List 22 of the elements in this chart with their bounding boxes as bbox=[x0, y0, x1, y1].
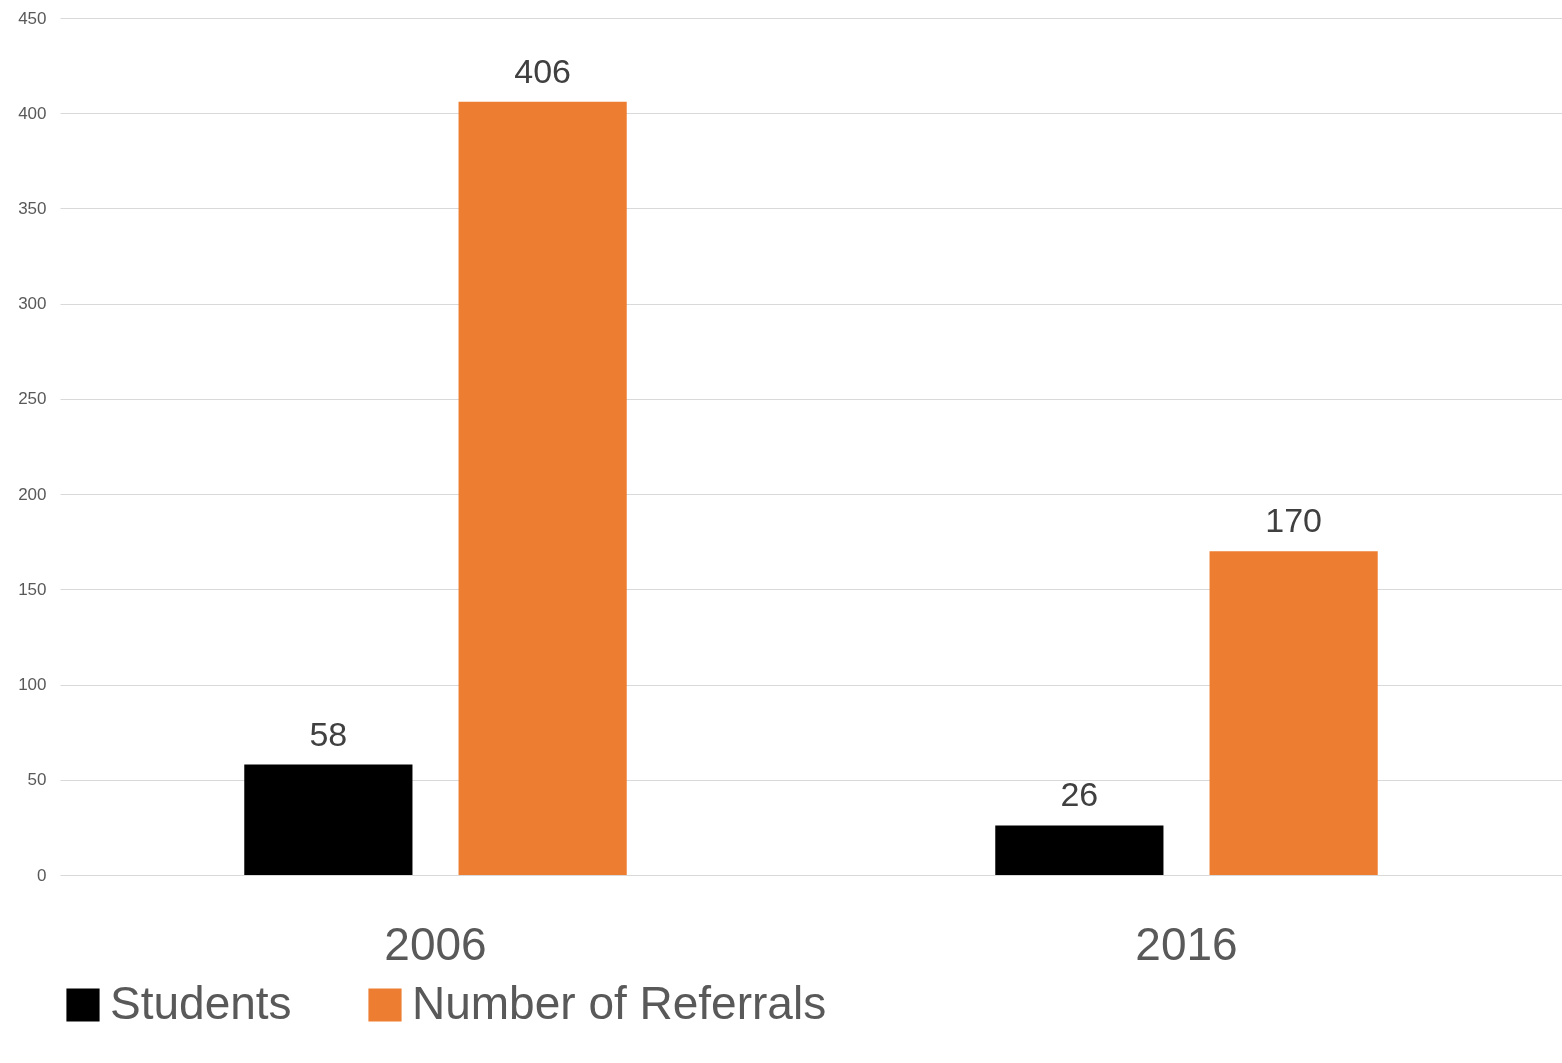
y-tick-label: 150 bbox=[18, 579, 47, 599]
y-tick-label: 350 bbox=[18, 198, 47, 218]
y-tick-label: 450 bbox=[18, 8, 47, 28]
y-tick-label: 250 bbox=[18, 389, 47, 409]
data-label: 58 bbox=[309, 714, 348, 753]
data-label: 406 bbox=[514, 51, 571, 90]
data-label: 26 bbox=[1060, 775, 1099, 814]
legend-label: Number of Referrals bbox=[412, 977, 827, 1029]
y-tick-label: 400 bbox=[18, 103, 47, 123]
x-tick-label: 2016 bbox=[1135, 917, 1238, 970]
legend-label: Students bbox=[110, 977, 292, 1029]
y-tick-label: 300 bbox=[18, 294, 47, 314]
y-tick-label: 0 bbox=[37, 865, 47, 885]
bar bbox=[1209, 551, 1378, 875]
bar bbox=[244, 764, 413, 875]
bar bbox=[458, 101, 627, 875]
data-label: 170 bbox=[1265, 501, 1322, 540]
bar bbox=[995, 825, 1164, 875]
y-tick-label: 100 bbox=[18, 675, 47, 695]
x-tick-label: 2006 bbox=[384, 917, 487, 970]
y-tick-label: 200 bbox=[18, 484, 47, 504]
y-tick-label: 50 bbox=[27, 770, 47, 790]
